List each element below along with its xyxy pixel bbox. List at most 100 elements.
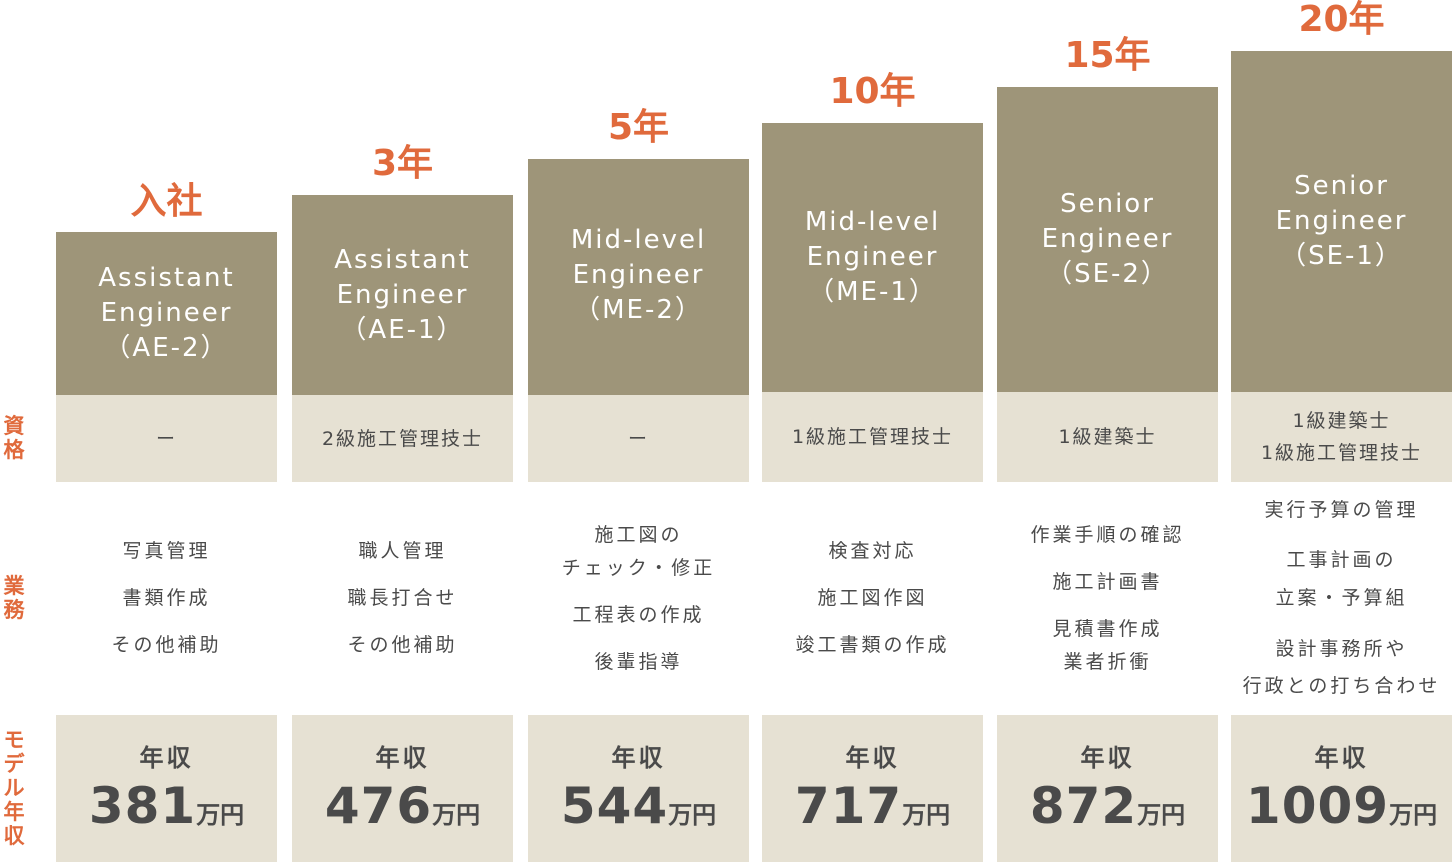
salary-cell: 年収 872万円 <box>997 715 1218 862</box>
career-title-line: Engineer <box>806 242 939 272</box>
duty-item: 施工計画書 <box>1052 570 1163 593</box>
duty-item: 見積書作成 業者折衝 <box>1052 613 1162 679</box>
career-title: Mid-level Engineer （ME-1） <box>762 123 983 395</box>
salary-value: 1009 <box>1245 776 1390 835</box>
duty-item: 写真管理 <box>122 540 211 562</box>
row-label-char: ル <box>3 776 25 800</box>
qualification-cell: 1級施工管理技士 <box>762 392 983 482</box>
row-label-char: 業 <box>3 574 25 598</box>
salary-label: 年収 <box>139 743 194 772</box>
duties-cell: 実行予算の管理 工事計画の 立案・予算組 設計事務所や 行政との打ち合わせ <box>1221 490 1454 715</box>
qualification-cell: ー <box>528 395 749 482</box>
career-title-line: Assistant <box>334 244 471 275</box>
row-label-qualification: 資 格 <box>0 414 28 462</box>
salary-cell: 年収 381万円 <box>56 715 277 862</box>
salary-value: 717 <box>794 776 903 835</box>
career-title: Assistant Engineer （AE-1） <box>292 195 513 395</box>
career-year: 入社 <box>130 181 203 222</box>
duty-item: 施工図の チェック・修正 <box>562 519 716 585</box>
career-column-5: 15年 Senior Engineer （SE-2） 1級建築士 作業手順の確認… <box>997 0 1218 862</box>
duty-item: 施工図作図 <box>817 587 928 609</box>
career-title-line: Engineer <box>336 279 469 310</box>
career-year: 5年 <box>607 107 670 148</box>
row-label-salary: モ デ ル 年 収 <box>0 728 28 848</box>
salary-value: 381 <box>88 776 197 835</box>
duty-line: 行政との打ち合わせ <box>1242 675 1441 697</box>
qualification-cell: 1級建築士 <box>997 392 1218 482</box>
duty-item: 後輩指導 <box>594 650 683 673</box>
duties-cell: 検査対応 施工図作図 竣工書類の作成 <box>752 482 993 715</box>
career-title: Senior Engineer （SE-2） <box>997 87 1218 392</box>
career-column-4: 10年 Mid-level Engineer （ME-1） 1級施工管理技士 検… <box>762 0 983 862</box>
career-title-line: Engineer <box>572 260 705 290</box>
career-title-line: （SE-2） <box>1046 259 1169 289</box>
career-title-line: （ME-2） <box>574 295 703 325</box>
career-column-2: 3年 Assistant Engineer （AE-1） 2級施工管理技士 職人… <box>292 0 513 862</box>
career-title-line: Engineer <box>100 298 233 328</box>
career-column-6: 20年 Senior Engineer （SE-1） 1級建築士 1級施工管理技… <box>1231 0 1452 862</box>
row-label-char: 収 <box>3 824 25 848</box>
duty-item: その他補助 <box>347 634 458 656</box>
qualification-text: 2級施工管理技士 <box>321 427 484 450</box>
career-title: Assistant Engineer （AE-2） <box>56 232 277 395</box>
duties-cell: 職人管理 職長打合せ その他補助 <box>282 482 523 715</box>
row-label-char: モ <box>3 728 25 752</box>
qualification-text: 1級施工管理技士 <box>791 426 954 448</box>
career-title-line: （AE-1） <box>340 314 465 345</box>
duty-item: 実行予算の管理 <box>1264 499 1419 521</box>
salary-cell: 年収 717万円 <box>762 715 983 862</box>
career-column-1: 入社 Assistant Engineer （AE-2） ー 写真管理 書類作成… <box>56 0 277 862</box>
duty-line: 施工図の <box>594 523 683 546</box>
duties-cell: 施工図の チェック・修正 工程表の作成 後輩指導 <box>518 482 759 715</box>
salary-unit: 万円 <box>902 800 951 829</box>
career-title-line: Engineer <box>1275 206 1408 236</box>
career-title-line: （AE-2） <box>104 333 229 363</box>
salary-label: 年収 <box>1080 743 1135 772</box>
career-year: 3年 <box>371 143 434 184</box>
salary-value: 872 <box>1029 776 1138 835</box>
duty-item: 竣工書類の作成 <box>795 634 950 656</box>
row-label-duties: 業 務 <box>0 574 28 622</box>
duty-line: 見積書作成 <box>1052 617 1163 640</box>
career-year: 15年 <box>1064 35 1151 76</box>
career-title-line: Senior <box>1294 171 1389 201</box>
duty-line: 工事計画の <box>1286 549 1397 571</box>
row-label-char: 格 <box>3 438 25 462</box>
row-label-char: 資 <box>3 414 25 438</box>
duty-line: 立案・予算組 <box>1275 587 1408 609</box>
duty-line: 設計事務所や <box>1275 638 1408 660</box>
qualification-cell: 2級施工管理技士 <box>292 395 513 482</box>
row-label-char: 務 <box>3 598 25 622</box>
qualification-text: ー <box>627 427 649 450</box>
career-title: Mid-level Engineer （ME-2） <box>528 159 749 395</box>
qualification-cell: ー <box>56 395 277 482</box>
duties-cell: 写真管理 書類作成 その他補助 <box>46 482 287 715</box>
career-title-line: （ME-1） <box>808 277 937 307</box>
salary-unit: 万円 <box>1137 800 1186 829</box>
duty-item: 職長打合せ <box>347 587 458 609</box>
qualification-text: 1級施工管理技士 <box>1260 442 1423 464</box>
qualification-cell: 1級建築士 1級施工管理技士 <box>1231 392 1452 482</box>
salary-unit: 万円 <box>1389 800 1438 829</box>
row-label-char: デ <box>3 752 25 776</box>
career-title-line: Mid-level <box>570 225 707 255</box>
qualification-text: 1級建築士 <box>1292 410 1391 432</box>
qualification-text: 1級建築士 <box>1058 426 1157 448</box>
duty-item: 設計事務所や 行政との打ち合わせ <box>1243 631 1441 705</box>
career-title-line: Mid-level <box>804 207 941 237</box>
salary-cell: 年収 1009万円 <box>1231 715 1452 862</box>
career-year: 10年 <box>829 71 916 112</box>
duty-item: その他補助 <box>111 634 222 656</box>
salary-cell: 年収 476万円 <box>292 715 513 862</box>
salary-cell: 年収 544万円 <box>528 715 749 862</box>
salary-unit: 万円 <box>432 800 481 829</box>
career-title: Senior Engineer （SE-1） <box>1231 51 1452 392</box>
career-column-3: 5年 Mid-level Engineer （ME-2） ー 施工図の チェック… <box>528 0 749 862</box>
salary-value: 544 <box>560 776 669 835</box>
salary-label: 年収 <box>1314 743 1369 772</box>
row-label-char: 年 <box>3 800 25 824</box>
duty-item: 職人管理 <box>358 540 447 562</box>
career-title-line: Senior <box>1060 189 1155 219</box>
salary-value: 476 <box>324 776 433 835</box>
salary-label: 年収 <box>845 743 900 772</box>
